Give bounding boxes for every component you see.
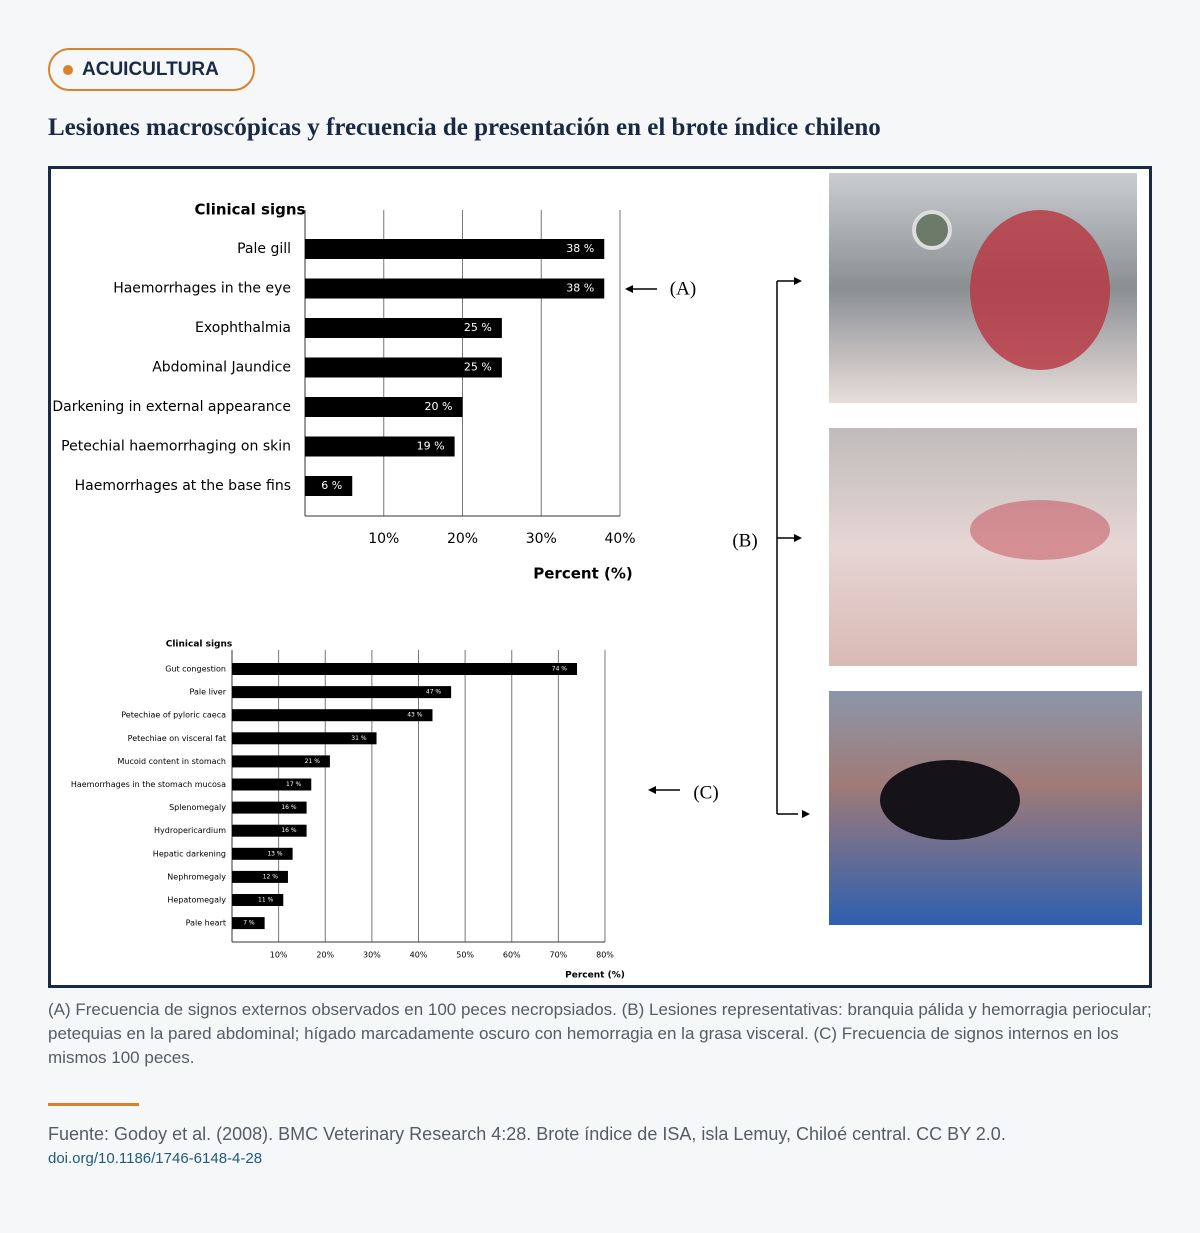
y-tick-label: Nephromegaly (167, 872, 226, 881)
annotation: (C) (693, 782, 718, 803)
value-label: 16 % (281, 827, 297, 834)
value-label: 7 % (243, 920, 255, 927)
x-tick-label: 40% (604, 531, 635, 547)
bar (232, 847, 293, 860)
value-label: 21 % (305, 758, 321, 765)
bar (305, 357, 502, 378)
bar (232, 709, 433, 722)
value-label: 25 % (464, 321, 492, 334)
divider (48, 1103, 139, 1106)
y-tick-label: Haemorrhages in the eye (113, 281, 291, 297)
value-label: 47 % (426, 689, 442, 696)
y-tick-label: Hepatic darkening (153, 849, 226, 858)
bracket (627, 280, 798, 815)
y-tick-label: Gut congestion (165, 665, 226, 674)
bar (232, 870, 288, 883)
value-label: 38 % (566, 242, 594, 255)
x-tick-label: 80% (596, 951, 614, 960)
x-tick-label: 50% (456, 951, 474, 960)
y-tick-label: Mucoid content in stomach (118, 757, 226, 766)
x-tick-label: 40% (410, 951, 428, 960)
value-label: 74 % (552, 666, 568, 673)
value-label: 19 % (417, 440, 445, 453)
x-tick-label: 20% (447, 531, 478, 547)
annotation: (A) (670, 278, 696, 299)
caption: (A) Frecuencia de signos externos observ… (48, 1000, 1152, 1067)
x-tick-label: 70% (549, 951, 567, 960)
y-tick-label: Haemorrhages in the stomach mucosa (71, 780, 226, 789)
x-tick-label: 20% (316, 951, 334, 960)
value-label: 25 % (464, 361, 492, 374)
photo-detail (912, 210, 952, 250)
tag-dot (63, 64, 73, 75)
bar (305, 278, 605, 299)
value-label: 16 % (281, 804, 297, 811)
value-label: 12 % (263, 873, 279, 880)
photo-detail (970, 500, 1110, 560)
y-tick-label: Darkening in external appearance (52, 399, 291, 415)
photo-detail (880, 760, 1020, 840)
x-tick-label: 10% (270, 951, 288, 960)
chart-title: Clinical signs (166, 640, 233, 650)
bar (232, 755, 330, 768)
source: Fuente: Godoy et al. (2008). BMC Veterin… (48, 1124, 1006, 1144)
value-label: 17 % (286, 781, 302, 788)
bar (232, 824, 307, 837)
value-label: 43 % (407, 712, 423, 719)
y-tick-label: Abdominal Jaundice (152, 360, 291, 376)
y-tick-label: Hepatomegaly (167, 896, 226, 905)
bar (232, 778, 312, 791)
tag-label: ACUICULTURA (82, 58, 219, 80)
y-tick-label: Pale liver (190, 688, 227, 697)
value-label: 31 % (351, 735, 367, 742)
bar (305, 436, 455, 457)
y-tick-label: Petechiae of pyloric caeca (121, 711, 226, 720)
doi: doi.org/10.1186/1746-6148-4-28 (48, 1150, 263, 1167)
value-label: 38 % (566, 282, 594, 295)
y-tick-label: Exophthalmia (195, 320, 291, 336)
tag: ACUICULTURA (48, 48, 255, 91)
bar (305, 239, 605, 259)
x-tick-label: 30% (526, 531, 557, 547)
value-label: 20 % (425, 400, 453, 413)
bar (305, 397, 463, 417)
bar (305, 476, 353, 496)
arrowheads (625, 277, 810, 818)
photo-skin (829, 428, 1137, 666)
x-tick-label: 30% (363, 951, 381, 960)
x-tick-label: 10% (368, 531, 399, 547)
y-tick-label: Pale gill (237, 241, 291, 257)
value-label: 13 % (267, 850, 283, 857)
bar (232, 917, 265, 930)
x-axis-label: Percent (%) (533, 565, 632, 583)
bar (305, 318, 502, 338)
y-tick-label: Hydropericardium (154, 826, 226, 835)
y-tick-label: Haemorrhages at the base fins (75, 478, 291, 494)
figure: (A) (B) (C) 10% 20% 30% 40% Clinical signs Pe… (52, 173, 1142, 981)
bar (232, 663, 578, 675)
value-label: 6 % (321, 479, 342, 492)
bar (232, 894, 284, 906)
annotation: (B) (732, 530, 757, 551)
chart-title: Clinical signs (195, 201, 306, 219)
y-tick-label: Splenomegaly (169, 803, 226, 812)
bar (232, 801, 307, 814)
x-axis-label: Percent (%) (565, 971, 625, 981)
y-tick-label: Petechial haemorrhaging on skin (61, 439, 291, 455)
photo-detail (970, 210, 1110, 370)
bar (232, 686, 452, 699)
y-tick-label: Pale heart (186, 919, 226, 928)
value-label: 11 % (258, 897, 274, 904)
title: Lesiones macroscópicas y frecuencia de p… (48, 114, 881, 141)
x-tick-label: 60% (503, 951, 521, 960)
bar (232, 732, 377, 745)
y-tick-label: Petechiae on visceral fat (128, 734, 226, 743)
